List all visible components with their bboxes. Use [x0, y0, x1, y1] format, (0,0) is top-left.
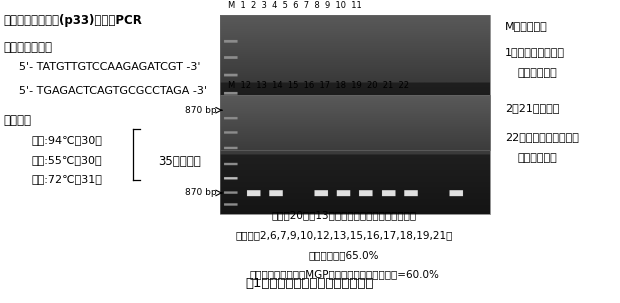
Bar: [220, 15, 490, 150]
Text: ＊同一群の若ダニはMGP染色法では、原虫保有率=60.0%: ＊同一群の若ダニはMGP染色法では、原虫保有率=60.0%: [249, 270, 439, 280]
Text: M  1  2  3  4  5  6  7  8  9  10  11: M 1 2 3 4 5 6 7 8 9 10 11: [228, 1, 361, 10]
Text: 変性:94℃、30秒: 変性:94℃、30秒: [31, 135, 102, 145]
Text: 1：分離・精製原虫: 1：分離・精製原虫: [505, 47, 565, 57]
Text: M  12  13  14  15  16  17  18  19  20  21  22: M 12 13 14 15 16 17 18 19 20 21 22: [228, 81, 409, 90]
Text: 870 bp: 870 bp: [185, 106, 217, 115]
Text: 結合:55℃、30秒: 結合:55℃、30秒: [31, 155, 102, 165]
Text: 図1　若ダニ体内の原虫遷伝子検出: 図1 若ダニ体内の原虫遷伝子検出: [246, 277, 374, 290]
Text: （反応）: （反応）: [3, 114, 31, 127]
Text: 35サイクル: 35サイクル: [158, 155, 201, 168]
Text: M：マーカー: M：マーカー: [505, 21, 548, 31]
Text: （レーン2,6,7,9,10,12,13,15,16,17,18,19,21）: （レーン2,6,7,9,10,12,13,15,16,17,18,19,21）: [236, 230, 453, 240]
Text: 2～21：若ダニ: 2～21：若ダニ: [505, 103, 560, 113]
Text: 5'- TGAGACTCAGTGCGCCTAGA -3': 5'- TGAGACTCAGTGCGCCTAGA -3': [19, 86, 206, 96]
Text: 870 bp: 870 bp: [185, 188, 217, 198]
Text: 22：原虫非感染若ダニ: 22：原虫非感染若ダニ: [505, 132, 579, 142]
Text: 原虫保有率＝65.0%: 原虫保有率＝65.0%: [309, 250, 379, 260]
Bar: [220, 95, 490, 214]
Text: （陰性対照）: （陰性対照）: [518, 153, 557, 163]
Text: （陽性対照）: （陽性対照）: [518, 68, 557, 78]
Text: 5'- TATGTTGTCCAAGAGATCGT -3': 5'- TATGTTGTCCAAGAGATCGT -3': [19, 62, 200, 72]
Text: 若ダニ20匹中13匹より原虫遷伝子が検出された: 若ダニ20匹中13匹より原虫遷伝子が検出された: [272, 211, 417, 221]
Text: 伸長:72℃、31分: 伸長:72℃、31分: [31, 174, 102, 184]
Text: 原虫主要抗原蛋白(p33)検出用PCR: 原虫主要抗原蛋白(p33)検出用PCR: [3, 14, 142, 27]
Text: （プライマー）: （プライマー）: [3, 41, 52, 54]
